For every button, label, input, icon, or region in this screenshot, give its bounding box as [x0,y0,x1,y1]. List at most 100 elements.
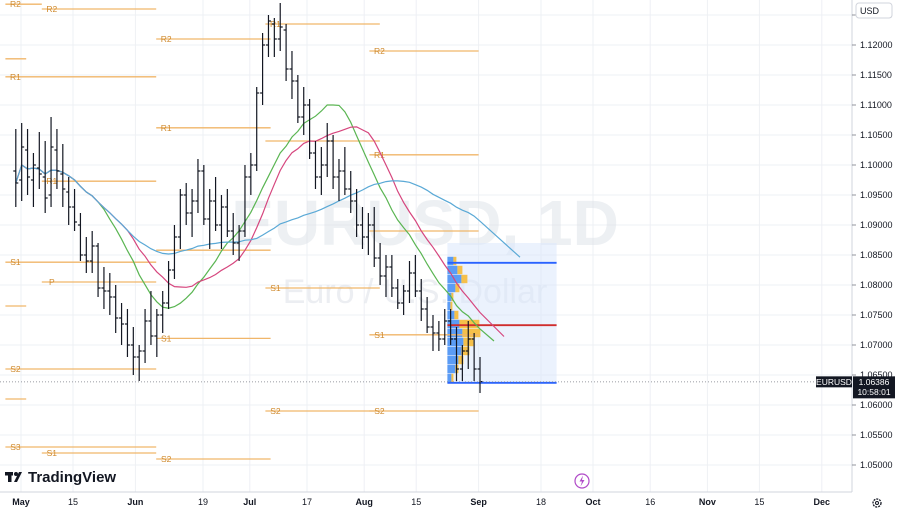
ohlc-bar-4 [36,132,42,189]
time-axis[interactable]: May 15 Jun 19 Jul 17 Aug 15 Sep 18 Oct 16 Nov 15 Dec [0,491,900,510]
ohlc-bar-6 [48,117,54,207]
ohlc-bar-31 [195,159,201,213]
pivot-label-3: R1 [270,19,281,29]
ohlc-bar-76 [459,345,465,381]
last-price-tag: 1.06386 10:58:01 [853,376,895,399]
ohlc-bar-68 [412,255,418,297]
time-tick-label-2: Jun [127,497,143,507]
time-tick-label-4: Jul [243,497,256,507]
ohlc-bar-48 [295,75,301,123]
ohlc-bar-18 [119,303,125,345]
price-axis[interactable]: 1.125001.120001.115001.110001.105001.100… [851,0,900,492]
tradingview-logo-icon [5,472,22,482]
time-tick-label-12: Nov [699,497,716,507]
ohlc-bar-20 [130,327,136,375]
ohlc-bar-9 [66,177,72,225]
ohlc-bar-71 [430,315,436,351]
pivot-label-6: R1 [10,72,21,82]
volume-row-sell-8 [462,328,481,338]
ohlc-bar-29 [183,183,189,225]
settings-gear-icon[interactable] [872,498,882,508]
price-tick-label-14: 1.05500 [860,430,893,440]
pivot-label-22: S2 [374,406,385,416]
ohlc-bar-26 [166,261,172,309]
volume-row-sell-4 [451,292,454,302]
ohlc-bar-44 [271,18,277,57]
currency-button[interactable]: USD [855,2,893,19]
time-tick-label-3: 19 [198,497,208,507]
ohlc-bar-54 [330,135,336,189]
time-tick-label-0: May [12,497,30,507]
ohlc-bar-57 [348,171,354,213]
ohlc-bar-49 [301,87,307,135]
ohlc-bar-63 [383,255,389,297]
ohlc-bar-32 [201,165,207,225]
moving-averages [15,104,521,342]
ohlc-bar-3 [30,153,36,207]
ohlc-bar-64 [389,255,395,297]
ohlc-bar-56 [342,147,348,195]
pivot-label-18: S1 [161,333,172,343]
ohlc-bar-58 [354,189,360,237]
price-tick-label-9: 1.08000 [860,280,893,290]
volume-row-sell-10 [461,346,470,356]
pivot-label-25: S2 [161,454,172,464]
ohlc-bar-77 [465,321,471,369]
ohlc-bar-15 [101,267,107,309]
ohlc-bar-39 [242,165,248,237]
ohlc-bar-14 [95,243,101,297]
ohlc-bar-17 [113,285,119,333]
volume-row-sell-13 [451,373,454,383]
ohlc-bar-13 [89,231,95,273]
time-tick-labels: May 15 Jun 19 Jul 17 Aug 15 Sep 18 Oct 16 Nov 15 Dec [12,497,830,507]
pivot-label-10: R1 [46,176,57,186]
pivot-label-0: R2 [10,0,21,9]
pivot-label-1: R2 [46,4,57,14]
ohlc-bar-1 [19,123,25,201]
pivot-label-17: S1 [374,330,385,340]
ohlc-bar-78 [471,333,477,381]
ohlc-bar-53 [324,123,330,177]
watermark-symbol: EURUSD, 1D [231,187,619,259]
grid [0,0,852,492]
symbol-watermark: EURUSD, 1D Euro / U.S. Dollar [231,187,619,311]
ohlc-bar-12 [83,237,89,273]
ohlc-bar-22 [142,309,148,363]
last-price-value: 1.06386 [859,377,890,387]
ohlc-bar-47 [289,51,295,99]
time-tick-label-10: Oct [585,497,600,507]
volume-row-buy-3 [447,283,456,293]
ohlc-bar-69 [418,279,424,321]
ohlc-bar-0 [13,129,19,207]
ohlc-bar-46 [283,24,289,81]
ohlc-bar-61 [371,207,377,267]
pivot-label-2: R2 [161,34,172,44]
price-tick-label-13: 1.06000 [860,400,893,410]
ohlc-bar-16 [107,273,113,315]
price-tick-label-12: 1.06500 [860,370,893,380]
volume-row-sell-5 [450,301,453,311]
ohlc-bar-51 [312,141,318,189]
lightning-event-icon[interactable] [574,473,590,489]
symbol-tag-label: EURUSD [816,377,852,387]
ohlc-bar-60 [365,213,371,255]
time-tick-label-9: 18 [536,497,546,507]
ohlc-bar-24 [154,309,160,357]
price-tick-label-11: 1.07000 [860,340,893,350]
price-tick-label-4: 1.10500 [860,130,893,140]
time-tick-label-13: 15 [754,497,764,507]
ohlc-bar-34 [213,177,219,231]
pivot-label-9: R1 [374,150,385,160]
ohlc-bar-25 [160,291,166,333]
ohlc-bar-10 [72,189,78,231]
ohlc-bar-37 [230,213,236,255]
ohlc-bar-27 [171,225,177,279]
price-tick-label-5: 1.10000 [860,160,893,170]
tradingview-logo[interactable]: TradingView [5,469,116,486]
bar-countdown: 10:58:01 [857,387,890,397]
price-tick-label-3: 1.11000 [860,100,892,110]
price-bars [13,3,483,393]
ohlc-bar-66 [401,285,407,315]
volume-row-sell-7 [459,319,480,329]
